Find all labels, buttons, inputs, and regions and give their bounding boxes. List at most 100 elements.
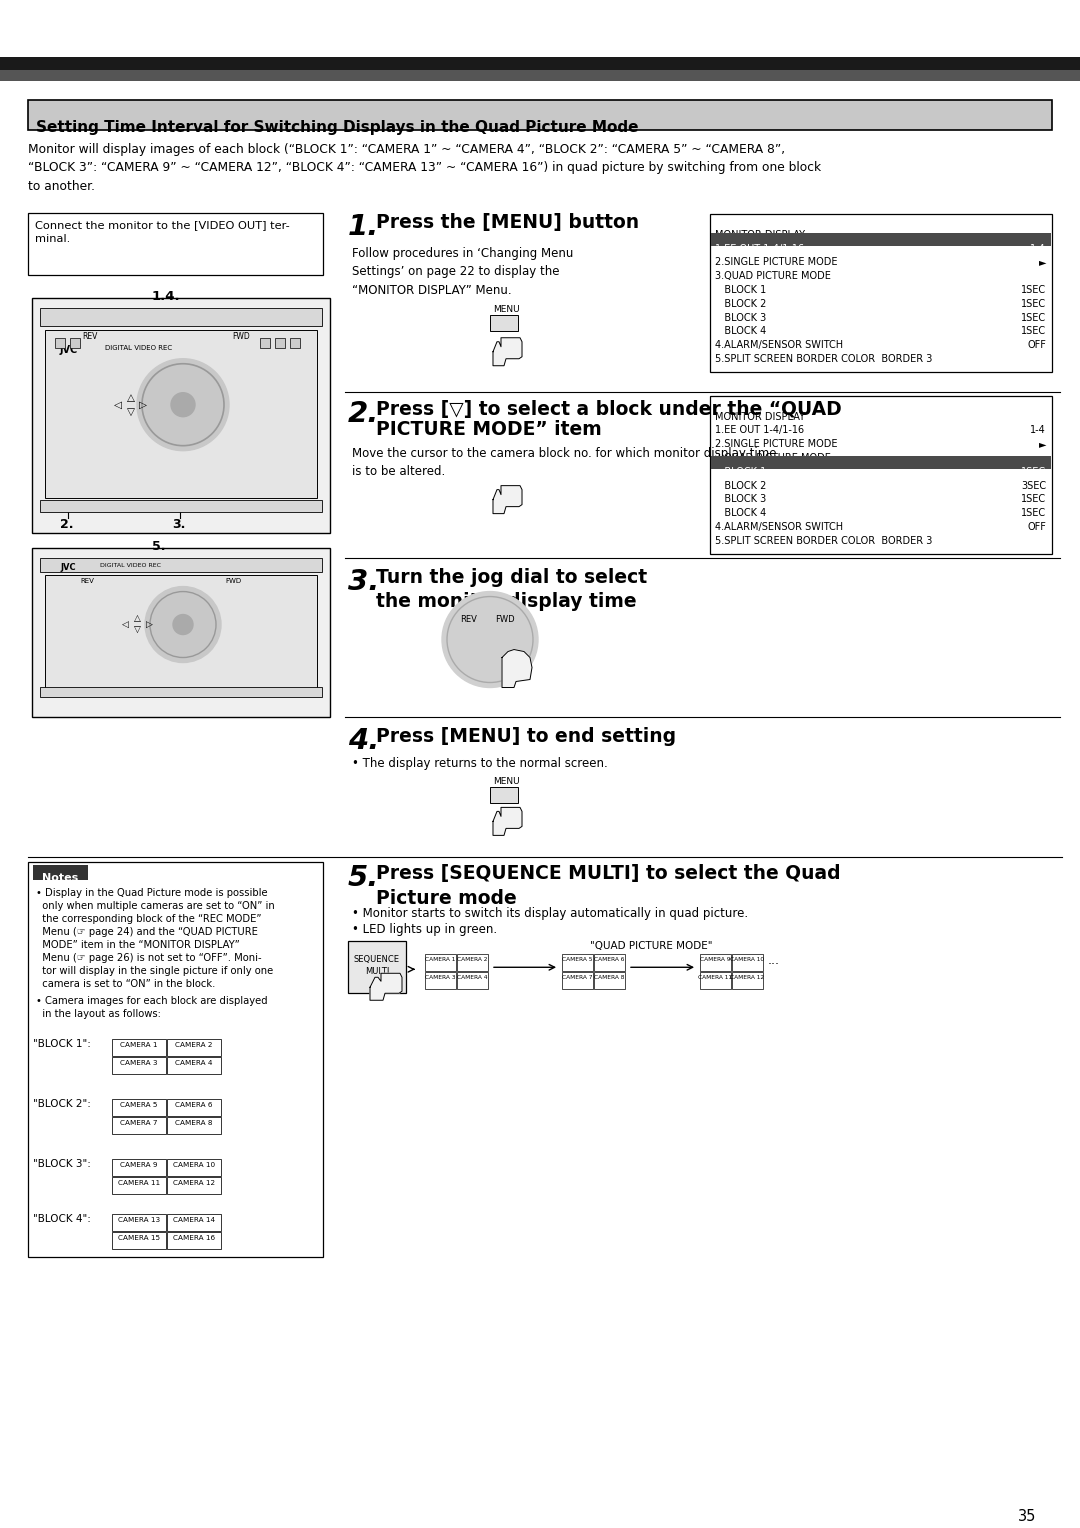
Bar	[700, 955, 731, 972]
Text: Follow procedures in ‘Changing Menu
Settings’ on page 22 to display the
“MONITOR: Follow procedures in ‘Changing Menu Sett…	[352, 248, 573, 296]
Polygon shape	[492, 338, 522, 365]
Text: Press [SEQUENCE MULTI] to select the Quad
Picture mode: Press [SEQUENCE MULTI] to select the Qua…	[376, 865, 840, 908]
Bar	[112, 1215, 166, 1232]
Bar	[32, 547, 330, 718]
Bar	[40, 558, 322, 571]
Text: CAMERA 11: CAMERA 11	[118, 1180, 160, 1186]
Bar	[112, 1039, 166, 1056]
Text: 2.: 2.	[348, 400, 379, 428]
Text: MONITOR DISPLAY: MONITOR DISPLAY	[715, 411, 805, 422]
Text: Monitor will display images of each block (“BLOCK 1”: “CAMERA 1” ~ “CAMERA 4”, “: Monitor will display images of each bloc…	[28, 144, 821, 193]
Text: 1SEC: 1SEC	[1021, 509, 1047, 518]
Text: 1SEC: 1SEC	[1021, 495, 1047, 504]
Text: 2.SINGLE PICTURE MODE: 2.SINGLE PICTURE MODE	[715, 439, 837, 449]
Bar	[710, 214, 1052, 371]
Bar	[40, 500, 322, 512]
Text: REV: REV	[80, 578, 94, 584]
Text: 1-4: 1-4	[1030, 425, 1047, 435]
Text: BLOCK 2: BLOCK 2	[715, 481, 767, 490]
Bar	[426, 972, 456, 989]
Text: 1SEC: 1SEC	[1021, 299, 1047, 309]
Text: ◁: ◁	[122, 620, 129, 630]
Text: Menu (☞ page 24) and the “QUAD PICTURE: Menu (☞ page 24) and the “QUAD PICTURE	[36, 927, 258, 937]
Bar	[167, 1215, 221, 1232]
Bar	[112, 1117, 166, 1134]
Text: Press the [MENU] button: Press the [MENU] button	[376, 212, 639, 232]
Text: BLOCK 3: BLOCK 3	[715, 495, 766, 504]
Text: △: △	[134, 614, 140, 623]
Text: OFF: OFF	[1027, 523, 1047, 532]
Text: CAMERA 10: CAMERA 10	[173, 1163, 215, 1167]
Bar	[0, 57, 1080, 70]
Polygon shape	[492, 486, 522, 513]
Bar	[457, 972, 488, 989]
Text: DIGITAL VIDEO REC: DIGITAL VIDEO REC	[100, 562, 161, 567]
Text: CAMERA 5: CAMERA 5	[120, 1102, 158, 1108]
Text: 1SEC: 1SEC	[1021, 327, 1047, 336]
Text: Setting Time Interval for Switching Displays in the Quad Picture Mode: Setting Time Interval for Switching Disp…	[36, 119, 638, 134]
Text: 2.: 2.	[60, 518, 73, 530]
Bar	[167, 1039, 221, 1056]
Polygon shape	[492, 807, 522, 836]
Text: BLOCK 1: BLOCK 1	[715, 286, 766, 295]
Text: 4.ALARM/SENSOR SWITCH: 4.ALARM/SENSOR SWITCH	[715, 341, 843, 350]
Text: • Monitor starts to switch its display automatically in quad picture.: • Monitor starts to switch its display a…	[352, 908, 748, 920]
Text: CAMERA 7: CAMERA 7	[120, 1120, 158, 1126]
Bar	[490, 315, 518, 330]
Text: ◁: ◁	[114, 400, 122, 410]
Bar	[260, 338, 270, 348]
Text: MODE” item in the “MONITOR DISPLAY”: MODE” item in the “MONITOR DISPLAY”	[36, 940, 240, 950]
Bar	[167, 1232, 221, 1248]
Text: Menu (☞ page 26) is not set to “OFF”. Moni-: Menu (☞ page 26) is not set to “OFF”. Mo…	[36, 953, 261, 963]
Text: Press [MENU] to end setting: Press [MENU] to end setting	[376, 727, 676, 747]
Text: "BLOCK 1":: "BLOCK 1":	[33, 1039, 91, 1050]
Text: ▷: ▷	[146, 620, 152, 630]
Text: 3SEC: 3SEC	[1021, 481, 1047, 490]
Text: 1-4: 1-4	[1030, 243, 1047, 254]
Text: CAMERA 6: CAMERA 6	[175, 1102, 213, 1108]
Bar	[457, 955, 488, 972]
Text: 1.EE OUT 1-4/1-16: 1.EE OUT 1-4/1-16	[715, 243, 805, 254]
Text: CAMERA 7: CAMERA 7	[563, 975, 593, 981]
Text: Notes: Notes	[42, 874, 78, 883]
Text: CAMERA 11: CAMERA 11	[699, 975, 732, 981]
Circle shape	[173, 614, 193, 634]
Text: CAMERA 9: CAMERA 9	[120, 1163, 158, 1167]
Bar	[112, 1177, 166, 1193]
Text: 35: 35	[1018, 1508, 1037, 1523]
Bar	[112, 1160, 166, 1177]
Text: ▽: ▽	[134, 626, 140, 636]
Text: PICTURE MODE” item: PICTURE MODE” item	[376, 420, 602, 439]
Bar	[33, 865, 87, 880]
Text: 1.: 1.	[348, 212, 379, 241]
Text: CAMERA 8: CAMERA 8	[175, 1120, 213, 1126]
Text: 1SEC: 1SEC	[1021, 313, 1047, 322]
Text: "BLOCK 3":: "BLOCK 3":	[33, 1160, 91, 1169]
Text: tor will display in the single picture if only one: tor will display in the single picture i…	[36, 966, 273, 976]
Text: 3.: 3.	[348, 567, 379, 596]
Text: REV: REV	[82, 332, 97, 341]
Bar	[70, 338, 80, 348]
Text: Press [▽] to select a block under the “QUAD: Press [▽] to select a block under the “Q…	[376, 400, 841, 419]
Bar	[426, 955, 456, 972]
Text: 5.SPLIT SCREEN BORDER COLOR  BORDER 3: 5.SPLIT SCREEN BORDER COLOR BORDER 3	[715, 536, 932, 545]
Bar	[711, 234, 1051, 246]
Text: 5.: 5.	[152, 539, 165, 553]
Text: • Display in the Quad Picture mode is possible: • Display in the Quad Picture mode is po…	[36, 888, 268, 898]
Bar	[28, 99, 1052, 130]
Bar	[711, 457, 1051, 469]
Bar	[291, 338, 300, 348]
Text: "BLOCK 2":: "BLOCK 2":	[33, 1099, 91, 1109]
Text: BLOCK 3: BLOCK 3	[715, 313, 766, 322]
Text: camera is set to “ON” in the block.: camera is set to “ON” in the block.	[36, 979, 215, 989]
Bar	[40, 688, 322, 697]
Bar	[167, 1160, 221, 1177]
Text: BLOCK 2: BLOCK 2	[715, 299, 767, 309]
Text: "BLOCK 4":: "BLOCK 4":	[33, 1215, 91, 1224]
Text: CAMERA 9: CAMERA 9	[700, 957, 731, 963]
Circle shape	[171, 393, 195, 417]
Text: 1SEC: 1SEC	[1021, 468, 1047, 477]
Text: CAMERA 2: CAMERA 2	[457, 957, 488, 963]
Text: CAMERA 4: CAMERA 4	[457, 975, 488, 981]
Bar	[55, 338, 65, 348]
